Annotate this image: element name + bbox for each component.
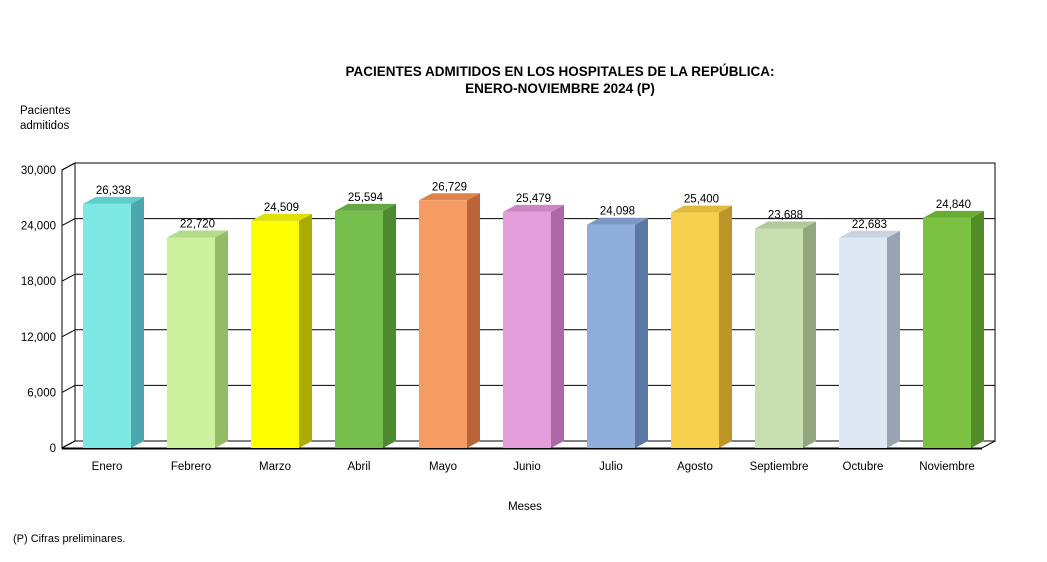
bar-front-face (839, 237, 887, 448)
bar-value-label: 23,688 (768, 209, 803, 221)
bar-value-label: 24,098 (600, 206, 635, 218)
bar-front-face (923, 217, 971, 448)
bar-marzo (251, 213, 312, 448)
gridline-wall-segment (61, 273, 76, 282)
bar-front-face (83, 203, 131, 448)
bar-top-face (167, 230, 228, 238)
x-category-label: Septiembre (750, 461, 809, 473)
x-category-label: Agosto (677, 461, 713, 473)
y-tick-label: 0 (50, 443, 56, 455)
bar-side-face (383, 203, 396, 448)
bar-top-face (503, 204, 564, 212)
bar-top-face (755, 221, 816, 229)
x-category-label: Marzo (259, 461, 291, 473)
x-category-label: Enero (92, 461, 123, 473)
bar-side-face (551, 204, 564, 448)
bar-value-label: 24,840 (936, 199, 971, 211)
bar-enero (83, 196, 144, 448)
y-tick-label: 18,000 (21, 276, 56, 288)
x-category-label: Julio (599, 461, 623, 473)
bar-front-face (335, 210, 383, 448)
bar-septiembre (755, 221, 816, 448)
x-axis-title: Meses (508, 501, 542, 513)
bar-side-face (299, 213, 312, 448)
bar-value-label: 25,594 (348, 192, 384, 204)
bar-side-face (467, 193, 480, 448)
bar-mayo (419, 193, 480, 448)
y-tick-label: 24,000 (21, 221, 56, 233)
bar-value-label: 24,509 (264, 202, 299, 214)
chart-title-line2: ENERO-NOVIEMBRE 2024 (P) (465, 81, 655, 96)
bar-side-face (887, 230, 900, 448)
y-axis-title-line1: Pacientes (20, 105, 71, 117)
bar-top-face (83, 196, 144, 204)
bar-top-face (587, 217, 648, 225)
footnote: (P) Cifras preliminares. (13, 533, 126, 545)
bar-top-face (251, 213, 312, 221)
x-category-label: Abril (347, 461, 370, 473)
x-category-label: Junio (513, 461, 541, 473)
bar-front-face (671, 212, 719, 448)
bar-value-label: 26,338 (96, 185, 131, 197)
chart-title-line1: PACIENTES ADMITIDOS EN LOS HOSPITALES DE… (345, 64, 775, 79)
bar-agosto (671, 205, 732, 448)
y-axis-title-line2: admitidos (20, 120, 70, 132)
plot-left-wall (61, 162, 76, 449)
bar-top-face (671, 205, 732, 213)
bar-top-face (839, 230, 900, 238)
bar-abril (335, 203, 396, 448)
y-tick-label: 30,000 (21, 165, 56, 177)
chart-title: PACIENTES ADMITIDOS EN LOS HOSPITALES DE… (75, 63, 1045, 97)
bar-side-face (131, 196, 144, 448)
x-category-label: Febrero (171, 461, 211, 473)
bar-side-face (719, 205, 732, 448)
bar-junio (503, 204, 564, 448)
bar-side-face (635, 217, 648, 448)
bar-front-face (503, 211, 551, 448)
bar-noviembre (923, 210, 984, 448)
bar-top-face (419, 193, 480, 201)
bar-side-face (215, 230, 228, 448)
y-axis-title: Pacientes admitidos (20, 104, 71, 134)
bar-side-face (971, 210, 984, 448)
y-tick-label: 6,000 (27, 387, 56, 399)
gridline-wall-segment (61, 218, 76, 227)
x-category-label: Noviembre (919, 461, 975, 473)
gridline-wall-segment (61, 384, 76, 393)
x-category-label: Octubre (843, 461, 884, 473)
x-category-label: Mayo (429, 461, 457, 473)
bar-top-face (335, 203, 396, 211)
bar-octubre (839, 230, 900, 448)
bar-value-label: 22,720 (180, 218, 215, 230)
bar-front-face (419, 200, 467, 448)
bar-febrero (167, 230, 228, 448)
bar-value-label: 22,683 (852, 219, 887, 231)
bar-front-face (251, 220, 299, 448)
bar-side-face (803, 221, 816, 448)
bar-front-face (587, 224, 635, 448)
bar-value-label: 25,400 (684, 194, 719, 206)
bar-front-face (755, 228, 803, 448)
y-tick-label: 12,000 (21, 332, 56, 344)
bar-top-face (923, 210, 984, 218)
bar-front-face (167, 237, 215, 448)
bar-julio (587, 217, 648, 448)
bar-value-label: 26,729 (432, 181, 467, 193)
gridline-wall-segment (61, 329, 76, 338)
bar-value-label: 25,479 (516, 193, 551, 205)
